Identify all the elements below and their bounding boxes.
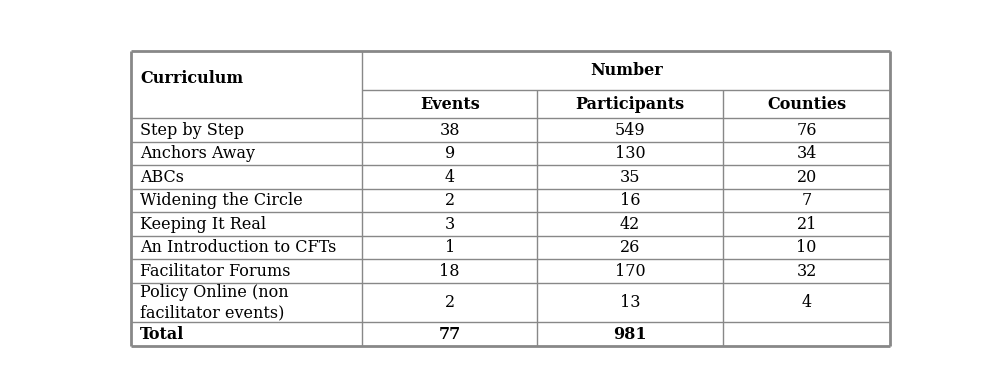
Text: 42: 42 [620,216,640,232]
Text: 2: 2 [444,294,455,311]
Text: Step by Step: Step by Step [139,122,244,138]
Text: 3: 3 [444,216,455,232]
Text: 170: 170 [615,263,645,279]
Text: 38: 38 [439,122,460,138]
Text: 130: 130 [615,145,645,162]
Text: 16: 16 [620,192,640,209]
Text: 76: 76 [797,122,817,138]
Text: ABCs: ABCs [139,169,184,185]
Text: Anchors Away: Anchors Away [139,145,255,162]
Text: Counties: Counties [767,96,847,113]
Text: 2: 2 [444,192,455,209]
Text: Facilitator Forums: Facilitator Forums [139,263,291,279]
Text: 32: 32 [797,263,817,279]
Text: Events: Events [419,96,479,113]
Text: Widening the Circle: Widening the Circle [139,192,303,209]
Text: Curriculum: Curriculum [139,70,243,87]
Text: 549: 549 [615,122,645,138]
Text: 35: 35 [620,169,640,185]
Text: 26: 26 [620,239,640,256]
Text: Total: Total [139,326,184,343]
Text: facilitator events): facilitator events) [139,304,284,321]
Text: 1: 1 [444,239,455,256]
Text: 13: 13 [620,294,640,311]
Text: 77: 77 [438,326,461,343]
Text: Participants: Participants [576,96,684,113]
Text: An Introduction to CFTs: An Introduction to CFTs [139,239,337,256]
Text: Keeping It Real: Keeping It Real [139,216,266,232]
Text: 981: 981 [614,326,646,343]
Text: 7: 7 [802,192,812,209]
Text: 18: 18 [439,263,460,279]
Text: 9: 9 [444,145,455,162]
Text: 4: 4 [444,169,455,185]
Text: 34: 34 [797,145,817,162]
Text: Number: Number [590,62,662,79]
Text: 21: 21 [797,216,817,232]
Text: Policy Online (non: Policy Online (non [139,284,289,301]
Text: 4: 4 [802,294,812,311]
Text: 20: 20 [797,169,817,185]
Text: 10: 10 [797,239,817,256]
